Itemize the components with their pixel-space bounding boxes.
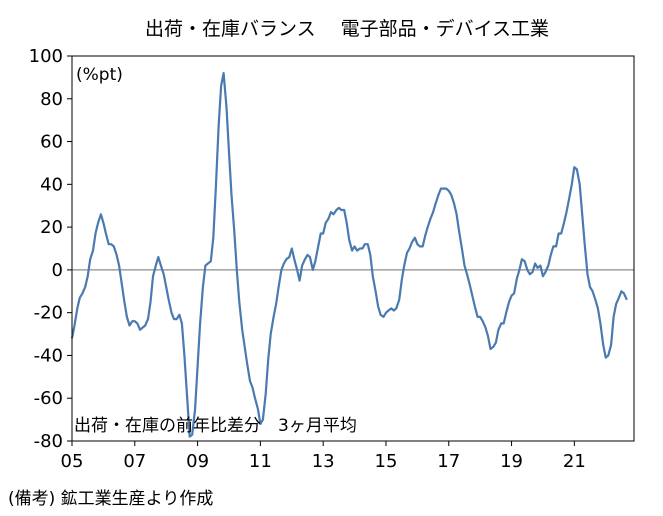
x-tick-label: 21 xyxy=(563,451,586,472)
unit-label: (%pt) xyxy=(76,65,123,85)
x-tick-label: 19 xyxy=(500,451,523,472)
y-tick-label: 80 xyxy=(40,89,63,110)
series-annotation: 出荷・在庫の前年比差分 3ヶ月平均 xyxy=(74,416,357,436)
y-tick-label: -60 xyxy=(34,388,63,409)
x-tick-label: 05 xyxy=(61,451,84,472)
y-tick-label: -80 xyxy=(34,431,63,452)
x-axis: 05 07 09 11 13 15 17 19 21 xyxy=(61,441,586,472)
y-axis: 100 80 60 40 20 0 -20 -40 -60 -80 xyxy=(29,46,72,452)
x-tick-label: 13 xyxy=(312,451,335,472)
x-tick-label: 07 xyxy=(123,451,146,472)
y-tick-label: 40 xyxy=(40,174,63,195)
x-tick-label: 15 xyxy=(375,451,398,472)
plot-area xyxy=(71,55,635,442)
y-tick-label: -40 xyxy=(34,345,63,366)
x-tick-label: 09 xyxy=(186,451,209,472)
y-tick-label: 60 xyxy=(40,132,63,153)
chart-title: 出荷・在庫バランス 電子部品・デバイス工業 xyxy=(145,18,549,40)
y-tick-label: 100 xyxy=(29,46,63,67)
y-tick-label: 20 xyxy=(40,217,63,238)
x-tick-label: 11 xyxy=(249,451,272,472)
source-note: (備考) 鉱工業生産より作成 xyxy=(8,489,214,509)
x-tick-label: 17 xyxy=(437,451,460,472)
series-line xyxy=(70,72,628,438)
y-tick-label: 0 xyxy=(52,260,63,281)
y-tick-label: -20 xyxy=(34,303,63,324)
